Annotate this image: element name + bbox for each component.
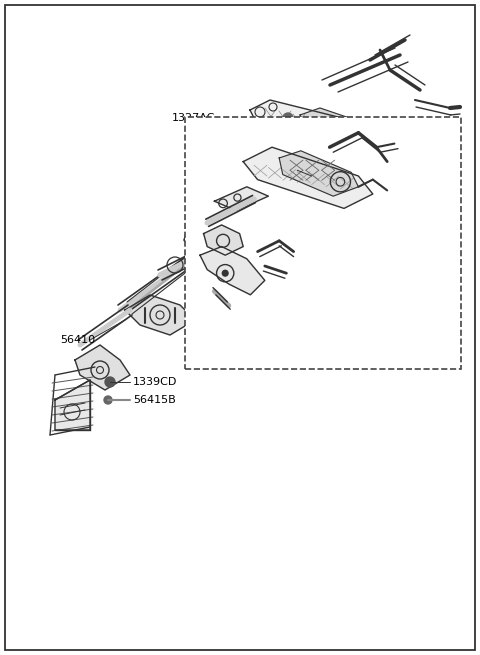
Text: 56410: 56410 [60,335,95,345]
Circle shape [283,113,293,123]
Circle shape [222,271,228,276]
Text: 56415B: 56415B [133,395,176,405]
Circle shape [216,281,224,289]
Bar [185,117,461,369]
Text: (W/TELESCOPIC): (W/TELESCOPIC) [194,131,280,141]
Circle shape [283,114,291,122]
Polygon shape [300,108,380,148]
Text: 56415: 56415 [235,300,270,310]
Polygon shape [200,246,265,295]
Polygon shape [204,225,243,255]
Polygon shape [250,100,390,165]
Polygon shape [215,187,268,210]
Polygon shape [75,345,130,390]
Text: 56300: 56300 [390,215,425,225]
Text: 1327AC: 1327AC [172,113,215,123]
Polygon shape [243,147,373,208]
Circle shape [105,377,115,387]
Text: 1125KF: 1125KF [390,265,432,275]
Text: 56300: 56300 [335,205,373,215]
Text: 1339CD: 1339CD [133,377,178,387]
Polygon shape [55,380,90,430]
Circle shape [104,396,112,404]
Polygon shape [195,185,275,230]
Polygon shape [279,151,359,196]
Circle shape [200,253,208,261]
Polygon shape [125,295,195,335]
